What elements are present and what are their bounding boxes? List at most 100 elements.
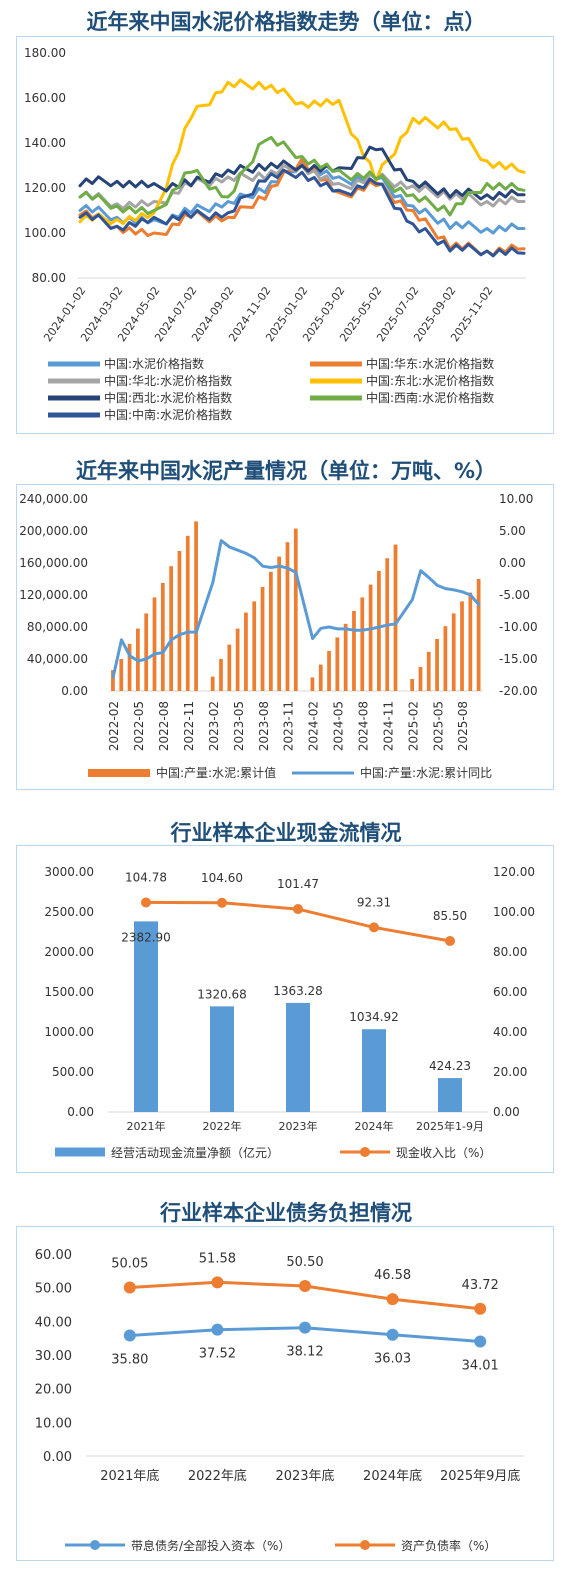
c3-bar-3 [362,1029,386,1112]
c2-bar-29 [352,611,356,691]
c3-bar-0 [134,921,158,1112]
c1-legend-label-6: 中国:中南:水泥价格指数 [104,407,232,422]
c3-yleft-tick-6: 0.00 [67,1105,94,1119]
c2-yright-tick-0: 10.00 [499,492,533,506]
c2-yright-tick-3: -5.00 [499,588,530,602]
c3-ratio-point-0 [141,897,151,908]
chart-4-frame [16,1226,554,1561]
c2-bar-1 [119,659,124,691]
c2-bar-5 [152,597,157,691]
c4-legend-label-1: 资产负债率（%） [401,1538,496,1553]
c3-legend-label-0: 经营活动现金流量净额（亿元） [111,1145,279,1160]
c2-yleft-tick-0: 240,000.00 [19,492,88,506]
c2-xtick-1: 2022-05 [132,701,146,751]
c2-xtick-8: 2024-02 [307,701,321,751]
c4-point-0-0 [123,1329,136,1342]
c2-bar-43 [468,592,473,691]
c3-xtick-3: 2024年 [355,1119,394,1133]
c2-bar-36 [410,679,415,691]
c3-ratio-point-2 [293,904,303,915]
c4-point-0-2 [299,1321,311,1334]
c3-ratio-label-0: 104.78 [125,870,167,884]
c2-xtick-9: 2024-05 [332,701,346,751]
c3-yleft-tick-2: 2000.00 [44,945,94,959]
c2-bar-32 [377,571,381,691]
c2-xtick-12: 2025-02 [406,701,420,751]
chart-4-title: 行业样本企业债务负担情况 [160,1201,412,1225]
c2-xtick-0: 2022-02 [107,701,121,751]
c2-bar-21 [285,542,290,691]
c4-label-1-0: 50.05 [111,1256,148,1271]
c3-yleft-tick-5: 500.00 [52,1065,94,1079]
c2-xtick-13: 2025-05 [431,701,445,751]
c2-bar-44 [476,579,481,691]
c1-series-line-0 [78,161,526,235]
c2-yleft-tick-3: 120,000.00 [19,588,88,602]
c2-bar-8 [177,551,182,691]
c2-bar-41 [451,613,456,691]
c3-bar-4 [438,1078,462,1112]
c4-point-1-3 [386,1293,399,1306]
c2-xtick-4: 2023-02 [207,701,221,751]
chart-2-title: 近年来中国水泥产量情况（单位：万吨、%） [75,459,497,483]
c4-xtick-0: 2021年底 [100,1468,159,1484]
c3-ratio-label-3: 92.31 [357,895,391,909]
c2-legend-label-1: 中国:产量:水泥:累计同比 [360,765,492,780]
c2-bar-14 [227,644,232,691]
c2-bar-15 [235,628,240,691]
c4-label-0-2: 38.12 [286,1345,323,1360]
c1-ytick-3: 120.00 [24,181,66,195]
c4-ytick-5: 10.00 [35,1416,72,1431]
c2-bar-22 [293,528,298,691]
c2-bar-24 [310,677,315,691]
c3-yleft-tick-0: 3000.00 [44,865,94,879]
c2-yoy-line [111,539,481,679]
c2-xtick-2: 2022-08 [157,701,171,751]
chart-2-frame [16,484,554,790]
c3-legend-marker-1 [360,1147,370,1157]
c2-bar-10 [194,521,198,691]
c2-yleft-tick-6: 0.00 [61,684,88,698]
c2-bar-0 [111,670,115,691]
c3-ratio-label-1: 104.60 [201,871,243,885]
c2-yright-tick-5: -15.00 [499,652,538,666]
c3-xtick-0: 2021年 [127,1119,166,1133]
c4-point-1-1 [211,1276,224,1289]
c4-point-1-0 [123,1281,136,1294]
c3-bar-label-0: 2382.90 [121,930,171,944]
c2-bar-19 [268,571,273,691]
c4-label-0-3: 36.03 [374,1352,411,1367]
c3-legend-label-1: 现金收入比（%） [396,1145,491,1160]
c4-ytick-6: 0.00 [43,1450,72,1465]
c2-bar-38 [426,651,431,691]
c4-ytick-0: 60.00 [35,1248,72,1263]
c3-xtick-2: 2023年 [279,1119,318,1133]
c1-ytick-4: 100.00 [24,226,66,240]
c1-ytick-5: 80.00 [32,271,66,285]
c3-xtick-1: 2022年 [203,1119,242,1133]
c4-point-0-3 [386,1328,399,1341]
c2-legend-label-0: 中国:产量:水泥:累计值 [156,765,276,780]
c2-bar-39 [435,639,439,691]
c2-bar-7 [169,566,173,691]
c2-bar-17 [252,601,257,691]
c4-label-1-4: 43.72 [462,1278,499,1293]
c2-bar-31 [368,584,373,691]
c2-bar-13 [219,659,223,691]
c1-ytick-1: 160.00 [24,91,66,105]
c1-legend-label-0: 中国:水泥价格指数 [104,356,204,371]
c3-yright-tick-0: 120.00 [493,865,535,879]
c4-label-1-1: 51.58 [199,1251,236,1266]
c4-legend-label-0: 带息债务/全部投入资本（%） [131,1538,290,1553]
c2-bar-16 [244,612,248,691]
c2-xtick-10: 2024-08 [356,701,370,751]
c2-yleft-tick-1: 200,000.00 [19,524,88,538]
c2-yright-tick-2: 0.00 [499,556,526,570]
c2-bar-34 [393,544,398,691]
c3-yleft-tick-4: 1000.00 [44,1025,94,1039]
c3-ratio-point-1 [217,897,227,908]
c4-xtick-2: 2023年底 [275,1468,334,1484]
c4-label-0-0: 35.80 [111,1352,148,1367]
c4-xtick-4: 2025年9月底 [440,1468,520,1484]
